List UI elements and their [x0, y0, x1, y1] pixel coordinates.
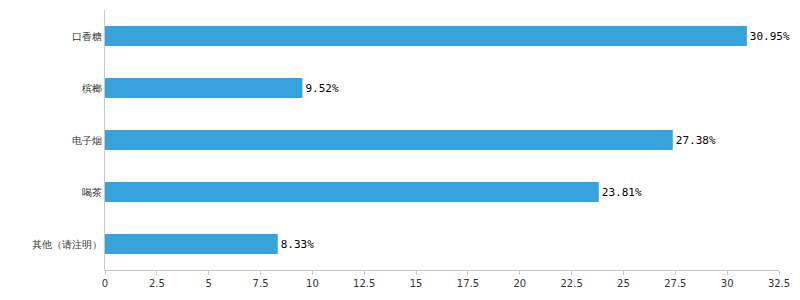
svg-text:32.5: 32.5	[768, 278, 790, 289]
svg-text:25: 25	[617, 278, 630, 289]
svg-text:20: 20	[513, 278, 526, 289]
svg-text:12.5: 12.5	[353, 278, 375, 289]
svg-text:2.5: 2.5	[149, 278, 165, 289]
svg-text:10: 10	[306, 278, 319, 289]
svg-text:喝茶: 喝茶	[82, 187, 102, 198]
svg-text:口香糖: 口香糖	[72, 31, 102, 42]
svg-text:15: 15	[410, 278, 423, 289]
svg-text:7.5: 7.5	[253, 278, 269, 289]
svg-text:5: 5	[206, 278, 212, 289]
svg-text:0: 0	[102, 278, 108, 289]
svg-text:30: 30	[721, 278, 734, 289]
svg-text:电子烟: 电子烟	[72, 135, 102, 146]
svg-text:8.33%: 8.33%	[281, 238, 314, 251]
svg-text:槟榔: 槟榔	[82, 83, 102, 94]
svg-text:9.52%: 9.52%	[305, 82, 338, 95]
svg-text:22.5: 22.5	[560, 278, 582, 289]
svg-text:23.81%: 23.81%	[602, 186, 642, 199]
svg-text:17.5: 17.5	[457, 278, 479, 289]
svg-text:30.95%: 30.95%	[750, 30, 790, 43]
svg-text:27.5: 27.5	[664, 278, 686, 289]
svg-text:27.38%: 27.38%	[676, 134, 716, 147]
svg-text:其他（请注明）: 其他（请注明）	[32, 239, 102, 250]
